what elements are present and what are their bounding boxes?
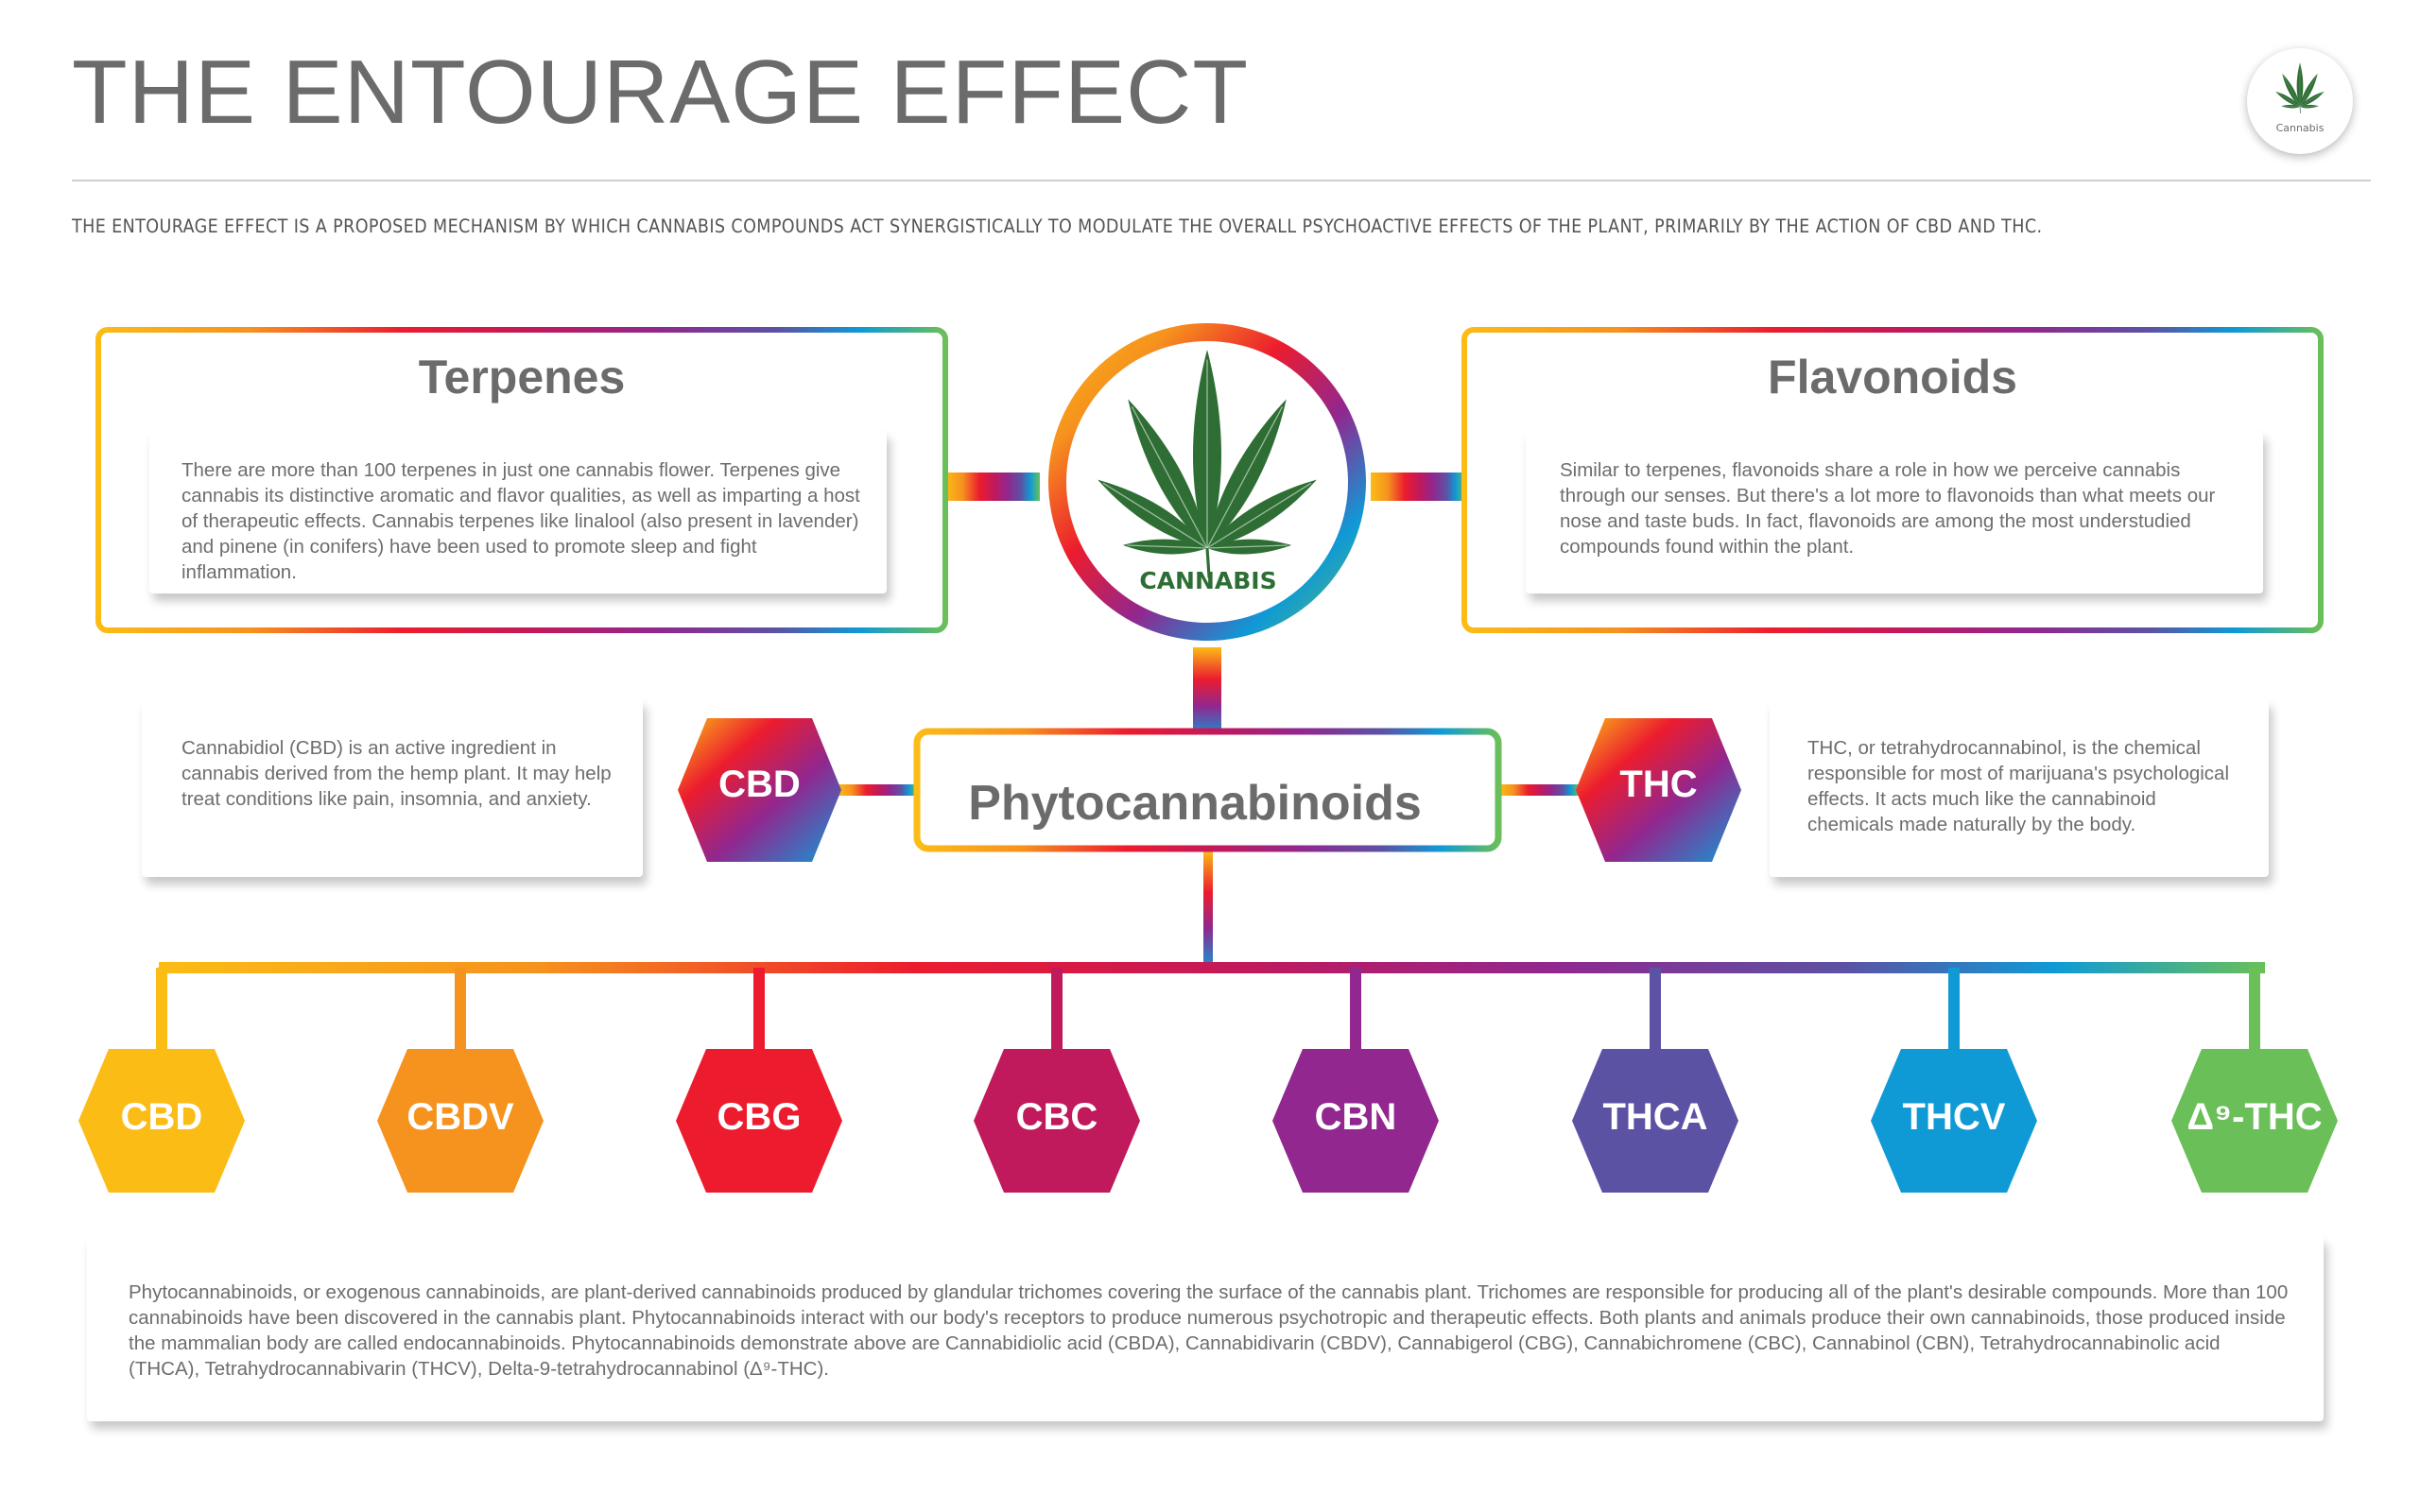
phytocannabinoids-label: Phytocannabinoids bbox=[968, 776, 1422, 831]
thc-side-hexagon bbox=[1576, 718, 1741, 862]
phytocannabinoids-frame bbox=[913, 728, 1502, 852]
cannabis-label: CANNABIS bbox=[1139, 567, 1277, 594]
compound-hexagon bbox=[1871, 1049, 2037, 1193]
flavonoids-card: Similar to terpenes, flavonoids share a … bbox=[1526, 431, 2263, 593]
flavonoids-connector bbox=[1371, 472, 1465, 501]
compound-bus bbox=[159, 962, 2265, 973]
compound-hexagon bbox=[377, 1049, 544, 1193]
page-subtitle: THE ENTOURAGE EFFECT IS A PROPOSED MECHA… bbox=[72, 215, 2043, 237]
compound-connector bbox=[1350, 968, 1361, 1053]
terpenes-connector bbox=[945, 472, 1040, 501]
logo-text: Cannabis bbox=[2275, 122, 2325, 134]
compound-label: THCA bbox=[1602, 1096, 1708, 1138]
compound-hexagon bbox=[2171, 1049, 2338, 1193]
compound-hexagon bbox=[78, 1049, 245, 1193]
compound-connector bbox=[1051, 968, 1063, 1053]
compound-connector bbox=[1650, 968, 1661, 1053]
compound-label: CBDV bbox=[406, 1096, 514, 1138]
compound-connector bbox=[455, 968, 466, 1053]
thc-side-label: THC bbox=[1619, 764, 1698, 805]
compound-label: THCV bbox=[1902, 1096, 2006, 1138]
compound-label: CBC bbox=[1015, 1096, 1098, 1138]
cbd-side-label: CBD bbox=[718, 764, 801, 805]
compound-hexagon bbox=[1272, 1049, 1439, 1193]
compound-hexagon bbox=[974, 1049, 1140, 1193]
thc-card: THC, or tetrahydrocannabinol, is the che… bbox=[1770, 699, 2269, 877]
compound-hexagon bbox=[1572, 1049, 1738, 1193]
footer-text: Phytocannabinoids, or exogenous cannabin… bbox=[129, 1281, 2289, 1380]
compound-hexagon bbox=[676, 1049, 842, 1193]
compound-label: Δ⁹-THC bbox=[2187, 1096, 2323, 1138]
logo-leaf-icon bbox=[2275, 62, 2325, 114]
compound-connector bbox=[753, 968, 765, 1053]
cannabis-phyto-connector bbox=[1193, 647, 1221, 738]
cbd-side-hexagon bbox=[678, 718, 841, 862]
footer-card: Phytocannabinoids, or exogenous cannabin… bbox=[87, 1236, 2324, 1421]
terpenes-text: There are more than 100 terpenes in just… bbox=[182, 459, 860, 583]
phyto-tree-connector bbox=[1203, 850, 1213, 970]
cannabis-logo: Cannabis bbox=[2247, 48, 2353, 154]
compound-connector bbox=[156, 968, 167, 1053]
compound-connector bbox=[1948, 968, 1960, 1053]
thc-text: THC, or tetrahydrocannabinol, is the che… bbox=[1807, 737, 2230, 835]
page-title: THE ENTOURAGE EFFECT bbox=[72, 42, 1249, 143]
compound-label: CBN bbox=[1314, 1096, 1397, 1138]
thc-side-connector bbox=[1499, 784, 1579, 796]
flavonoids-text: Similar to terpenes, flavonoids share a … bbox=[1560, 459, 2216, 558]
terpenes-title: Terpenes bbox=[418, 351, 626, 404]
compound-label: CBG bbox=[717, 1096, 802, 1138]
cannabis-leaf-icon bbox=[1098, 350, 1317, 578]
compound-label: CBD bbox=[120, 1096, 203, 1138]
title-divider bbox=[72, 180, 2371, 181]
cbd-side-connector bbox=[838, 784, 917, 796]
compound-connector bbox=[2249, 968, 2260, 1053]
cbd-card: Cannabidiol (CBD) is an active ingredien… bbox=[142, 699, 643, 877]
flavonoids-title: Flavonoids bbox=[1768, 351, 2017, 404]
cbd-text: Cannabidiol (CBD) is an active ingredien… bbox=[182, 737, 612, 810]
terpenes-card: There are more than 100 terpenes in just… bbox=[149, 431, 887, 593]
